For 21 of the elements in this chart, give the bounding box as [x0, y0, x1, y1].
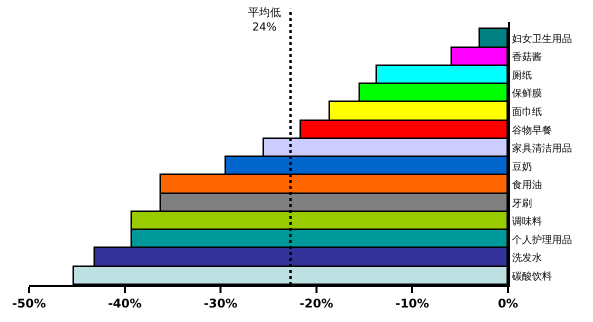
y-tick-label: 香菇酱: [512, 51, 542, 64]
ref-line-label: 平均低 24%: [248, 6, 281, 34]
y-tick-label: 豆奶: [512, 162, 532, 173]
x-tick-label: -20%: [300, 296, 334, 310]
y-tick-label: 个人护理用品: [512, 234, 572, 246]
y-tick-label: 家具清洁用品: [512, 142, 572, 155]
x-tick-label: -30%: [204, 296, 238, 310]
y-tick-label: 洗发水: [512, 252, 542, 264]
y-tick-label: 碳酸饮料: [511, 270, 552, 282]
x-tick-label: -10%: [395, 296, 430, 310]
x-tick-label: -40%: [108, 296, 142, 310]
x-tick-label: -50%: [12, 296, 46, 310]
y-tick-label: 调味料: [512, 216, 542, 228]
y-tick-label: 保鲜膜: [512, 88, 542, 100]
y-tick-label: 牙刷: [512, 198, 532, 210]
y-tick-label: 面巾纸: [512, 106, 542, 118]
y-tick-label: 谷物早餐: [512, 124, 552, 136]
x-tick-label: 0%: [498, 296, 518, 310]
y-tick-label: 妇女卫生用品: [512, 32, 572, 45]
y-tick-label: 食用油: [512, 179, 542, 192]
y-tick-label: 厕纸: [512, 69, 532, 82]
